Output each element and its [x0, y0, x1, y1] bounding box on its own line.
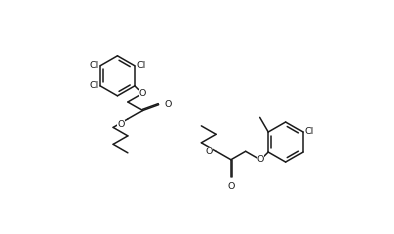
Text: O: O — [227, 182, 234, 191]
Text: O: O — [257, 155, 264, 164]
Text: Cl: Cl — [136, 61, 146, 69]
Text: O: O — [206, 147, 213, 156]
Text: Cl: Cl — [305, 127, 314, 136]
Text: O: O — [117, 121, 125, 129]
Text: Cl: Cl — [89, 81, 98, 90]
Text: O: O — [164, 100, 171, 109]
Text: Cl: Cl — [89, 61, 98, 69]
Text: O: O — [139, 89, 146, 98]
